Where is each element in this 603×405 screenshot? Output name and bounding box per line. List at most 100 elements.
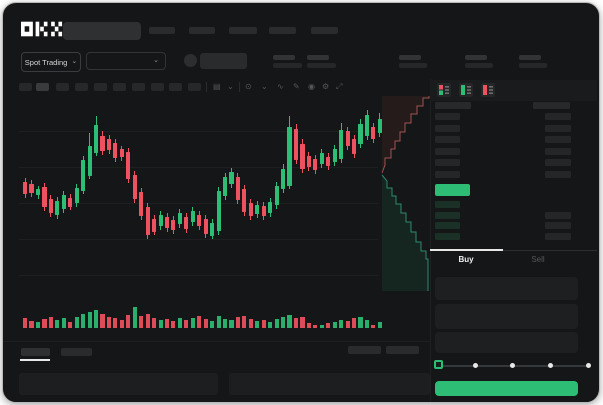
nav-item[interactable] [189, 27, 215, 34]
chevron-down-icon[interactable]: ⌄ [227, 82, 234, 91]
price-input[interactable] [435, 277, 578, 300]
candle-body [255, 205, 260, 214]
toolbar-divider [206, 82, 207, 92]
ask-row-amount[interactable] [545, 124, 571, 132]
bid-row-amount[interactable] [545, 222, 571, 229]
orders-panel[interactable] [19, 373, 218, 395]
volume-bar [35, 322, 41, 328]
volume-bar [268, 322, 273, 328]
bottom-action-button[interactable] [348, 346, 381, 354]
book-asks-icon[interactable] [481, 83, 495, 97]
chart-type-icon[interactable]: ▤ [213, 82, 221, 91]
ask-row-price[interactable] [435, 136, 460, 144]
draw-icon[interactable]: ✎ [293, 82, 300, 91]
amount-input[interactable] [435, 304, 578, 329]
slider-tick[interactable] [547, 363, 553, 368]
camera-icon[interactable]: ◉ [308, 82, 315, 91]
bid-row-price[interactable] [435, 211, 460, 219]
bottom-tab-underline [20, 359, 50, 361]
slider-tick[interactable] [509, 363, 515, 368]
candle-body [184, 217, 189, 229]
bid-row-amount[interactable] [545, 232, 571, 240]
interval-button[interactable] [56, 83, 69, 91]
tab-sell[interactable]: Sell [531, 255, 545, 264]
candle-body [281, 169, 286, 189]
market-type-dropdown[interactable]: Spot Trading ⌄ [21, 52, 81, 72]
bid-row-price[interactable] [435, 201, 460, 208]
volume-bar [164, 319, 170, 328]
bottom-tab[interactable] [61, 348, 92, 356]
pair-dropdown[interactable]: ⌄ [86, 52, 166, 70]
bottom-tab-active[interactable] [21, 348, 50, 356]
volume-bar [326, 323, 331, 328]
volume-bar [42, 319, 47, 328]
nav-item[interactable] [311, 27, 338, 34]
interval-button[interactable] [75, 83, 88, 91]
ask-row-amount[interactable] [545, 171, 571, 178]
ask-row-price[interactable] [435, 171, 460, 178]
candle-body [68, 198, 73, 207]
bid-row-amount[interactable] [545, 211, 571, 219]
interval-button[interactable] [169, 83, 182, 91]
history-panel[interactable] [229, 373, 430, 395]
settings-icon[interactable]: ⚙ [322, 82, 330, 91]
bid-row-price[interactable] [435, 232, 460, 240]
volume-bar [293, 318, 299, 328]
slider-tick[interactable] [472, 363, 478, 368]
interval-button[interactable] [36, 83, 49, 91]
ask-row-amount[interactable] [545, 136, 571, 144]
ask-row-price[interactable] [435, 124, 460, 132]
action-button[interactable] [200, 53, 247, 69]
ask-row-price[interactable] [435, 159, 460, 167]
buy-button[interactable] [435, 381, 578, 396]
volume-bar [197, 316, 202, 328]
ask-row-amount[interactable] [545, 159, 571, 167]
line-style-icon[interactable]: ∿ [277, 82, 284, 91]
slider-handle[interactable] [434, 360, 443, 369]
bottom-action-button[interactable] [386, 346, 419, 354]
avatar[interactable] [184, 54, 197, 67]
interval-button[interactable] [132, 83, 145, 91]
nav-item[interactable] [269, 27, 296, 34]
book-both-icon[interactable] [437, 83, 451, 97]
volume-bar [281, 317, 286, 328]
buy-tab-indicator [430, 249, 503, 251]
volume-bar [132, 307, 137, 328]
interval-button[interactable] [19, 83, 32, 91]
ask-row-amount[interactable] [545, 147, 571, 155]
total-input[interactable] [435, 332, 578, 353]
candle-body [48, 199, 53, 213]
order-book-toolbar [430, 80, 597, 101]
ask-row-amount[interactable] [545, 113, 571, 120]
candle-body [274, 186, 279, 205]
last-price-bar[interactable] [435, 184, 470, 196]
chevron-down-icon[interactable]: ⌄ [261, 82, 268, 91]
ask-row-price[interactable] [435, 147, 460, 155]
nav-item[interactable] [229, 27, 257, 34]
volume-bar [313, 325, 318, 328]
volume-bar [55, 320, 60, 328]
tab-buy[interactable]: Buy [458, 255, 474, 264]
interval-button[interactable] [151, 83, 164, 91]
volume-bar [152, 318, 157, 328]
book-bids-icon[interactable] [459, 83, 473, 97]
candle-body [139, 192, 144, 216]
ask-row-price[interactable] [435, 113, 460, 120]
interval-button[interactable] [188, 83, 201, 91]
nav-item[interactable] [149, 27, 175, 34]
okx-logo[interactable] [21, 21, 63, 37]
slider-tick[interactable] [585, 363, 591, 368]
interval-button[interactable] [94, 83, 107, 91]
volume-bar [106, 317, 112, 328]
volume-bar [94, 310, 99, 328]
volume-bar [235, 317, 240, 328]
candle-body [358, 124, 363, 144]
indicators-icon[interactable]: ⊙ [245, 82, 252, 91]
bid-row-price[interactable] [435, 222, 460, 229]
candle-body [152, 219, 157, 232]
interval-button[interactable] [113, 83, 126, 91]
fullscreen-icon[interactable]: ⤢ [336, 82, 343, 91]
candle-body [171, 220, 176, 230]
search-input[interactable] [63, 22, 141, 40]
candle-body [126, 152, 131, 179]
